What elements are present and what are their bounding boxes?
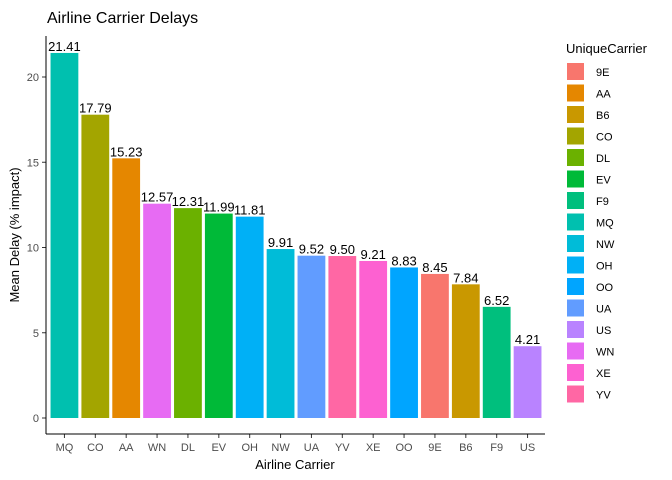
x-tick-label-OH: OH bbox=[241, 442, 258, 454]
data-label-WN: 12.57 bbox=[141, 190, 174, 205]
x-tick-label-F9: F9 bbox=[490, 442, 503, 454]
bar-DL bbox=[174, 208, 202, 418]
data-label-CO: 17.79 bbox=[79, 101, 112, 116]
legend-label-EV: EV bbox=[596, 175, 611, 187]
bar-UA bbox=[297, 255, 326, 418]
bar-EV bbox=[204, 213, 233, 418]
bar-AA bbox=[112, 158, 141, 419]
x-tick-label-DL: DL bbox=[181, 442, 195, 454]
legend-label-OH: OH bbox=[596, 261, 613, 273]
bar-YV bbox=[328, 256, 357, 418]
legend-label-CO: CO bbox=[596, 132, 613, 144]
x-tick-label-9E: 9E bbox=[428, 442, 441, 454]
legend-key-B6 bbox=[567, 106, 584, 123]
legend-label-DL: DL bbox=[596, 153, 610, 165]
legend-title: UniqueCarrier bbox=[566, 41, 648, 56]
data-label-YV: 9.50 bbox=[330, 242, 355, 257]
x-tick-label-B6: B6 bbox=[459, 442, 472, 454]
y-tick-label: 10 bbox=[27, 243, 39, 255]
legend-key-AA bbox=[567, 84, 584, 102]
y-tick-label: 0 bbox=[33, 413, 39, 425]
legend-label-B6: B6 bbox=[596, 110, 609, 122]
bar-NW bbox=[266, 249, 295, 418]
data-label-F9: 6.52 bbox=[484, 293, 509, 308]
legend-label-WN: WN bbox=[596, 347, 614, 359]
legend-key-EV bbox=[567, 170, 584, 188]
bar-US bbox=[513, 346, 542, 418]
x-axis-title: Airline Carrier bbox=[255, 457, 335, 472]
y-tick-label: 5 bbox=[33, 328, 39, 340]
legend-key-XE bbox=[567, 364, 584, 381]
legend-key-9E bbox=[567, 63, 584, 80]
x-tick-label-EV: EV bbox=[211, 442, 226, 454]
legend-key-F9 bbox=[567, 192, 584, 209]
x-tick-label-UA: UA bbox=[304, 442, 320, 454]
bar-9E bbox=[421, 273, 449, 418]
legend-key-UA bbox=[567, 299, 584, 317]
bar-OO bbox=[390, 267, 418, 418]
data-label-AA: 15.23 bbox=[110, 144, 143, 159]
legend-label-XE: XE bbox=[596, 368, 611, 380]
x-tick-label-XE: XE bbox=[366, 442, 381, 454]
plot-area: 0 5 10 15 20 21.41 MQ 17.79 CO 15.23 AA 12.57 WN 12.3… bbox=[27, 39, 542, 454]
legend-key-CO bbox=[567, 127, 584, 145]
legend: UniqueCarrier 9E AA B6 CO DL EV F9 MQ NW OH OO UA US… bbox=[566, 41, 648, 403]
data-label-XE: 9.21 bbox=[361, 247, 386, 262]
chart-title: Airline Carrier Delays bbox=[47, 10, 198, 27]
x-tick-label-YV: YV bbox=[335, 442, 350, 454]
bar-OH bbox=[235, 216, 264, 418]
legend-key-MQ bbox=[567, 213, 584, 231]
data-label-EV: 11.99 bbox=[203, 200, 235, 215]
data-label-NW: 9.91 bbox=[268, 235, 293, 250]
legend-label-US: US bbox=[596, 325, 611, 337]
x-tick-label-US: US bbox=[520, 442, 535, 454]
legend-label-UA: UA bbox=[596, 304, 612, 316]
legend-label-AA: AA bbox=[596, 89, 611, 101]
legend-label-MQ: MQ bbox=[596, 218, 614, 230]
bar-B6 bbox=[451, 284, 480, 418]
data-label-MQ: 21.41 bbox=[48, 39, 81, 54]
legend-label-OO: OO bbox=[596, 282, 614, 294]
legend-label-9E: 9E bbox=[596, 67, 609, 79]
bar-CO bbox=[81, 114, 110, 419]
y-tick-label: 15 bbox=[27, 157, 39, 169]
bar-XE bbox=[359, 260, 388, 418]
y-axis-title: Mean Delay (% impact) bbox=[7, 167, 22, 302]
x-tick-label-OO: OO bbox=[396, 442, 414, 454]
data-label-OH: 11.81 bbox=[234, 203, 266, 218]
legend-label-F9: F9 bbox=[596, 196, 609, 208]
bar-MQ bbox=[50, 52, 79, 418]
data-label-OO: 8.83 bbox=[391, 253, 416, 268]
data-label-9E: 8.45 bbox=[422, 260, 447, 275]
data-label-B6: 7.84 bbox=[453, 270, 478, 285]
data-label-UA: 9.52 bbox=[299, 242, 324, 257]
x-tick-label-CO: CO bbox=[87, 442, 104, 454]
legend-key-WN bbox=[567, 342, 584, 360]
legend-key-US bbox=[567, 321, 584, 338]
legend-label-YV: YV bbox=[596, 390, 611, 402]
x-tick-label-AA: AA bbox=[119, 442, 134, 454]
data-label-DL: 12.31 bbox=[172, 194, 205, 209]
legend-key-YV bbox=[567, 385, 584, 403]
legend-key-OH bbox=[567, 256, 584, 274]
x-tick-label-WN: WN bbox=[148, 442, 166, 454]
legend-key-NW bbox=[567, 235, 584, 252]
x-tick-label-MQ: MQ bbox=[56, 442, 74, 454]
y-tick-label: 20 bbox=[27, 72, 39, 84]
bar-WN bbox=[143, 203, 171, 418]
legend-key-OO bbox=[567, 278, 584, 295]
legend-key-DL bbox=[567, 149, 584, 166]
data-label-US: 4.21 bbox=[515, 332, 540, 347]
x-tick-label-NW: NW bbox=[271, 442, 290, 454]
bar-F9 bbox=[482, 306, 511, 418]
legend-label-NW: NW bbox=[596, 239, 615, 251]
